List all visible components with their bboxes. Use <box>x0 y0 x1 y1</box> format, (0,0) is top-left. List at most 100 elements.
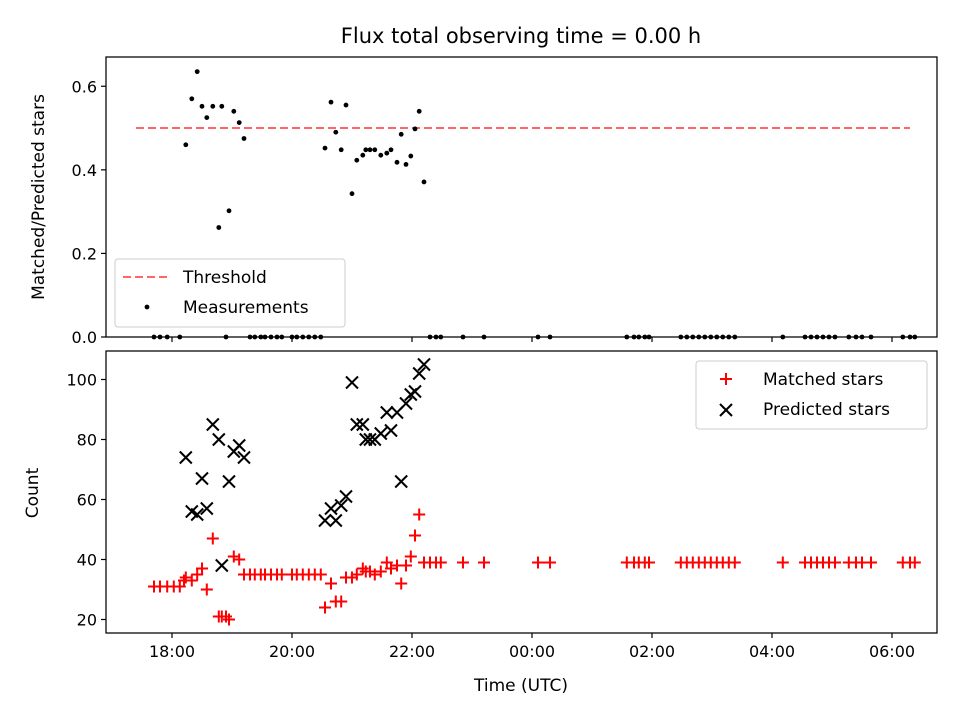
measurement-point <box>216 225 222 230</box>
measurement-point <box>360 152 366 158</box>
measurement-point <box>714 334 720 340</box>
matched-star-point <box>325 577 337 590</box>
measurement-point <box>338 147 344 153</box>
bottom-legend-box <box>695 360 928 430</box>
measurement-point <box>328 99 334 105</box>
measurement-point <box>684 334 690 340</box>
matched-star-point <box>776 556 789 569</box>
predicted-star-point <box>232 438 246 453</box>
measurement-point <box>157 334 163 340</box>
matched-star-point <box>314 568 327 581</box>
measurement-point <box>241 136 247 141</box>
matched-star-point <box>457 556 469 569</box>
measurement-point <box>433 334 439 340</box>
measurement-point <box>247 334 253 340</box>
x-tick-label: 02:00 <box>629 642 675 661</box>
bottom-y-axis-label: Count <box>23 467 43 518</box>
top-panel-marks <box>136 69 918 340</box>
measurement-point <box>372 147 378 153</box>
matched-star-point <box>400 559 412 572</box>
y-tick-label: 0.0 <box>72 328 97 347</box>
predicted-star-point <box>195 471 209 486</box>
matched-star-point <box>350 568 363 581</box>
predicted-star-point <box>345 375 359 390</box>
matched-star-point <box>434 556 447 569</box>
x-tick-label: 00:00 <box>509 642 555 661</box>
measurement-point <box>802 334 808 340</box>
legend-predicted-label: Predicted stars <box>763 400 890 420</box>
measurement-point <box>322 145 328 151</box>
matched-star-point <box>404 550 417 563</box>
y-tick-label: 40 <box>77 551 97 570</box>
matched-star-point <box>829 556 841 569</box>
series-measurements <box>151 69 918 340</box>
measurement-point <box>900 334 906 340</box>
y-tick-label: 0.2 <box>72 244 97 263</box>
matched-star-point <box>908 556 921 569</box>
measurement-point <box>236 120 242 126</box>
predicted-star-point <box>222 474 236 489</box>
predicted-star-point <box>200 501 214 516</box>
measurement-point <box>907 334 913 340</box>
matched-star-point <box>544 556 556 569</box>
top-legend: Threshold Measurements <box>114 258 346 328</box>
matched-star-point <box>185 574 198 587</box>
measurement-point <box>421 179 427 185</box>
measurement-point <box>268 334 274 340</box>
predicted-star-point <box>237 450 251 465</box>
measurement-point <box>846 334 852 340</box>
matched-star-point <box>413 508 426 521</box>
chart-title: Flux total observing time = 0.00 h <box>341 24 701 48</box>
measurement-point <box>306 334 312 340</box>
measurement-point <box>219 103 225 109</box>
measurement-point <box>859 334 865 340</box>
measurement-point <box>252 334 258 340</box>
predicted-star-point <box>417 357 431 372</box>
measurement-point <box>853 334 859 340</box>
measurement-point <box>398 131 404 137</box>
measurement-point <box>183 142 189 148</box>
measurement-point <box>343 102 349 108</box>
measurement-point <box>354 157 360 163</box>
measurement-point <box>826 334 832 340</box>
measurement-point <box>318 334 324 340</box>
measurement-point <box>274 334 280 340</box>
predicted-star-point <box>356 417 370 432</box>
measurement-point <box>300 334 306 340</box>
legend-matched-swatch <box>720 373 732 385</box>
y-tick-label: 0.4 <box>72 161 97 180</box>
measurement-point <box>481 334 487 340</box>
measurement-point <box>690 334 696 340</box>
measurement-point <box>808 334 814 340</box>
matched-star-point <box>200 583 213 596</box>
predicted-star-point <box>380 405 394 420</box>
predicted-star-point <box>394 474 408 489</box>
measurement-point <box>868 334 874 340</box>
matched-star-point <box>865 556 877 569</box>
series-predicted-stars <box>179 357 431 573</box>
x-tick-label: 20:00 <box>269 642 315 661</box>
top-y-axis-label: Matched/Predicted stars <box>29 94 49 300</box>
measurement-point <box>732 334 738 340</box>
matched-star-point <box>223 613 235 626</box>
top-panel: 0.0 0.2 0.4 0.6 Matched/Predicted stars Thr… <box>29 56 938 347</box>
predicted-star-point <box>384 423 398 438</box>
top-legend-box <box>114 258 346 328</box>
legend-threshold-label: Threshold <box>182 268 267 288</box>
measurement-point <box>262 334 268 340</box>
x-axis-label: Time (UTC) <box>473 676 568 696</box>
legend-matched-label: Matched stars <box>763 370 883 390</box>
measurement-point <box>279 334 285 340</box>
bottom-plot-area <box>105 350 938 634</box>
matched-star-point <box>335 595 348 608</box>
measurement-point <box>427 334 433 340</box>
measurement-point <box>726 334 732 340</box>
measurement-point <box>363 147 369 153</box>
measurement-point <box>194 69 200 75</box>
measurement-point <box>403 162 409 167</box>
measurement-point <box>547 334 553 340</box>
predicted-star-point <box>324 501 338 516</box>
measurement-point <box>636 334 642 340</box>
bottom-y-axis: 20 40 60 80 100 <box>66 371 106 630</box>
measurement-point <box>394 159 400 165</box>
